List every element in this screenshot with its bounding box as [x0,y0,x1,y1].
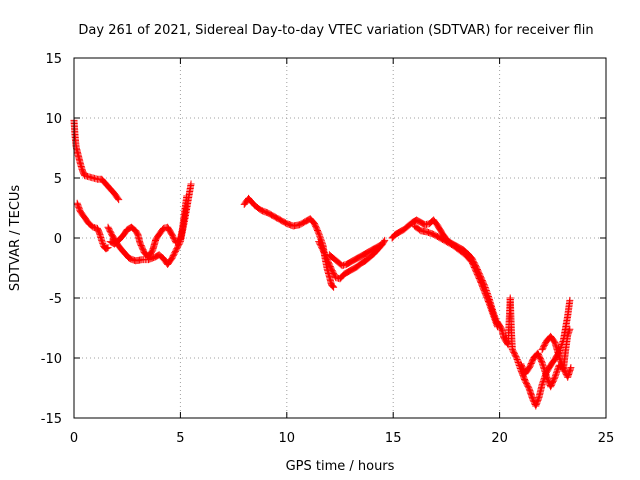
x-tick-label: 15 [385,431,402,446]
data-point [566,325,574,333]
data-point [316,232,324,240]
data-point [489,311,497,319]
data-point [512,353,520,361]
data-point [316,234,324,242]
series-track-1 [70,116,123,204]
data-point [553,369,561,377]
series-track-10 [493,294,574,410]
data-point [539,379,547,387]
data-point [552,370,560,378]
series-track-12 [538,325,574,373]
data-point [551,373,559,381]
data-points [70,116,575,410]
data-point [490,314,498,322]
data-point [513,356,521,363]
data-point [564,330,572,338]
series-track-4 [106,192,191,261]
series-track-6 [315,236,389,283]
data-point [103,244,111,252]
data-point [488,306,496,314]
data-point [330,283,338,291]
x-tick-label: 25 [598,431,615,446]
chart-title: Day 261 of 2021, Sidereal Day-to-day VTE… [78,23,593,38]
y-tick-label: 10 [45,112,62,127]
y-tick-label: -15 [41,412,62,427]
data-point [328,282,336,290]
data-point [534,395,542,403]
data-point [490,312,498,320]
data-point [567,364,575,372]
data-point [329,282,337,290]
data-point [551,372,559,380]
data-point [115,196,123,204]
series-track-9 [410,222,501,331]
data-point [529,395,537,403]
data-point [315,231,323,239]
y-axis-label: SDTVAR / TECUs [8,185,23,292]
data-point [114,194,122,202]
data-point [381,236,389,244]
data-point [564,331,572,339]
data-point [376,241,384,249]
data-point [484,297,492,305]
data-point [487,303,495,311]
x-tick-label: 5 [176,431,184,446]
series-track-2 [73,199,112,253]
data-point [550,375,558,383]
y-tick-label: 15 [45,52,62,67]
data-point [538,357,546,365]
data-point [98,238,106,246]
data-point [187,180,195,188]
series-track-11 [517,349,575,391]
data-point [554,366,562,374]
y-tick-label: -10 [41,352,62,367]
data-point [489,309,497,317]
data-point [514,357,522,365]
x-tick-labels: 0 5 10 15 20 25 [70,431,614,446]
y-tick-label: -5 [49,292,62,307]
axis-ticks [73,57,607,419]
data-point [488,308,496,316]
data-point [553,367,561,375]
x-tick-label: 20 [491,431,508,446]
data-point [538,380,546,388]
series-track-7 [325,241,384,270]
data-point [513,354,521,362]
x-tick-label: 10 [279,431,296,446]
data-point [98,236,106,244]
data-point [375,242,383,250]
y-tick-label: 5 [54,172,62,187]
data-point [380,238,388,246]
series-track-8 [388,216,501,328]
data-point [566,296,574,304]
x-axis-label: GPS time / hours [286,459,395,474]
data-point [565,328,573,336]
data-point [485,300,493,308]
data-point [487,305,495,313]
data-point [183,192,191,200]
y-tick-labels: -15 -10 -5 0 5 10 15 [41,52,62,427]
data-point [314,228,322,236]
data-point [99,239,107,247]
data-point [104,244,112,252]
data-point [565,327,573,335]
data-point [486,302,494,310]
x-tick-label: 0 [70,431,78,446]
data-point [315,229,323,237]
data-point [485,299,493,307]
y-tick-label: 0 [54,232,62,247]
